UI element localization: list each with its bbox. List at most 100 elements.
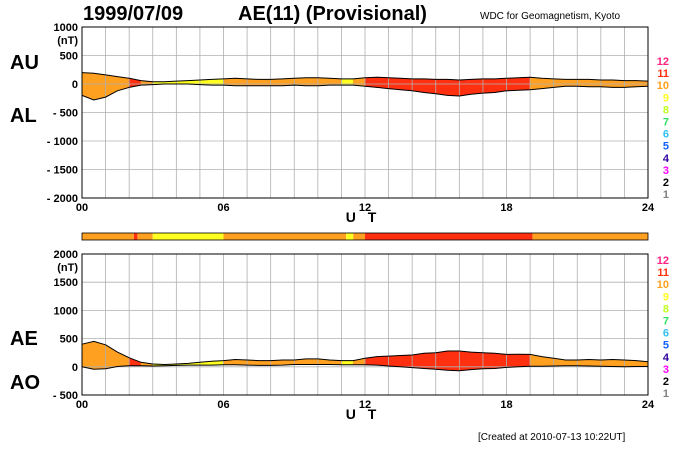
panel2-band-segment bbox=[411, 352, 425, 369]
panel2-band-segment bbox=[600, 359, 613, 367]
panel2-band-segment bbox=[258, 360, 271, 366]
panel1-x-tick-label: 06 bbox=[217, 202, 229, 214]
level-strip-segment bbox=[152, 233, 224, 240]
panel2-legend-level-2: 2 bbox=[663, 376, 669, 388]
panel1-band-segment bbox=[294, 77, 307, 86]
panel2-y-tick-label: 1000 bbox=[54, 305, 78, 317]
created-timestamp: [Created at 2010-07-13 10:22UT] bbox=[478, 432, 626, 443]
panel1-band-segment bbox=[364, 76, 378, 88]
panel2-band-segment bbox=[612, 359, 625, 368]
panel2-band-segment bbox=[376, 355, 389, 367]
panel1-x-tick-label: 00 bbox=[76, 202, 88, 214]
panel2-legend-level-3: 3 bbox=[663, 364, 669, 376]
panel1-y-tick-label: 500 bbox=[60, 51, 78, 63]
panel1-band-segment bbox=[93, 72, 106, 101]
panel1-lower-series-label: AL bbox=[10, 105, 37, 127]
panel2-y-tick-label: 500 bbox=[60, 334, 78, 346]
panel1-band-segment bbox=[459, 79, 472, 97]
panel1-y-tick-label: - 1000 bbox=[47, 136, 78, 148]
panel1-legend-level-12: 12 bbox=[657, 56, 669, 68]
panel1-band-segment bbox=[494, 78, 507, 93]
panel1-y-unit-label: (nT) bbox=[57, 35, 78, 47]
panel1-band-segment bbox=[246, 78, 260, 86]
panel1-x-tick-label: 24 bbox=[642, 202, 655, 214]
panel1-band-segment bbox=[577, 79, 590, 88]
panel2-x-tick-label: 12 bbox=[359, 399, 371, 411]
panel2-x-axis-label: U T bbox=[346, 406, 381, 422]
panel2-band-segment bbox=[93, 341, 106, 370]
panel2-legend-level-4: 4 bbox=[663, 352, 670, 364]
panel2-upper-series-label: AE bbox=[10, 328, 38, 350]
panel1-x-tick-label: 18 bbox=[500, 202, 512, 214]
level-strip-frame bbox=[81, 232, 649, 241]
panel2-legend-level-5: 5 bbox=[663, 340, 669, 352]
panel2-band-segment bbox=[400, 354, 413, 368]
panel2-legend-level-11: 11 bbox=[657, 267, 669, 279]
panel2-lower-series-label: AO bbox=[10, 372, 40, 394]
panel2-x-tick-label: 18 bbox=[500, 399, 512, 411]
panel1-band-segment bbox=[258, 79, 271, 86]
panel1-legend-level-10: 10 bbox=[657, 80, 669, 92]
panel1-series-au-line bbox=[81, 72, 649, 83]
panel2-band-segment bbox=[459, 350, 472, 372]
panel1-legend-level-1: 1 bbox=[663, 189, 669, 201]
panel1-band-segment bbox=[223, 78, 236, 86]
panel2-y-unit-label: (nT) bbox=[57, 262, 78, 274]
panel2-band-segment bbox=[447, 350, 460, 372]
panel1-band-segment bbox=[435, 79, 448, 96]
panel1-y-tick-label: 0 bbox=[72, 79, 78, 91]
panel2-band-segment bbox=[305, 358, 319, 365]
panel2-band-segment bbox=[81, 341, 95, 370]
panel2-legend-level-7: 7 bbox=[663, 316, 669, 328]
panel1-band-segment bbox=[400, 78, 413, 92]
level-strip-segment bbox=[365, 233, 533, 240]
panel2-band-segment bbox=[482, 352, 495, 370]
level-strip-segment bbox=[137, 233, 153, 240]
panel1-legend-level-4: 4 bbox=[663, 153, 670, 165]
panel1-band-segment bbox=[411, 78, 425, 93]
panel2-x-tick-label: 00 bbox=[76, 399, 88, 411]
panel1-frame bbox=[81, 26, 649, 199]
panel2-x-tick-label: 24 bbox=[642, 399, 655, 411]
panel2-x-tick-label: 06 bbox=[217, 399, 229, 411]
chart-date: 1999/07/09 bbox=[83, 3, 184, 25]
panel1-series-al-line bbox=[81, 83, 649, 101]
panel2-y-tick-label: 0 bbox=[72, 362, 78, 374]
panel1-y-tick-label: - 1500 bbox=[47, 165, 78, 177]
panel2-band-segment bbox=[117, 351, 130, 367]
panel1-band-segment bbox=[541, 78, 554, 89]
panel2-legend-level-1: 1 bbox=[663, 388, 669, 400]
panel1-band-segment bbox=[447, 79, 460, 97]
panel1-x-tick-label: 12 bbox=[359, 202, 371, 214]
panel2-band-segment bbox=[341, 360, 354, 366]
panel1-band-segment bbox=[482, 78, 495, 94]
panel1-band-segment bbox=[305, 77, 319, 86]
level-strip-segment bbox=[532, 233, 648, 240]
panel2-band-segment bbox=[435, 350, 448, 371]
panel1-upper-series-label: AU bbox=[10, 52, 39, 74]
panel2-band-segment bbox=[565, 359, 578, 366]
panel2-legend-level-9: 9 bbox=[663, 291, 669, 303]
panel1-band-segment bbox=[376, 76, 389, 89]
panel2-band-segment bbox=[588, 359, 602, 367]
panel1-band-segment bbox=[270, 78, 283, 86]
panel1-y-tick-label: 1000 bbox=[54, 22, 78, 34]
panel1-legend-level-9: 9 bbox=[663, 92, 669, 104]
panel2-legend-level-6: 6 bbox=[663, 328, 669, 340]
panel2-series-ao-line bbox=[81, 364, 648, 372]
level-strip-segment bbox=[223, 233, 347, 240]
credit-label: WDC for Geomagnetism, Kyoto bbox=[480, 11, 621, 22]
chart-title: AE(11) (Provisional) bbox=[238, 3, 427, 25]
level-strip-segment bbox=[346, 233, 354, 240]
panel1-legend-level-5: 5 bbox=[663, 141, 669, 153]
panel1-x-axis-label: U T bbox=[346, 209, 381, 225]
panel1-legend-level-11: 11 bbox=[657, 68, 669, 80]
panel1-legend-level-7: 7 bbox=[663, 117, 669, 129]
panel2-legend-level-10: 10 bbox=[657, 279, 669, 291]
panel1-y-tick-label: - 500 bbox=[53, 108, 78, 120]
panel1-band-segment bbox=[565, 79, 578, 87]
panel2-band-segment bbox=[577, 359, 590, 367]
panel1-legend-level-8: 8 bbox=[663, 104, 669, 116]
panel1-band-segment bbox=[423, 78, 436, 94]
